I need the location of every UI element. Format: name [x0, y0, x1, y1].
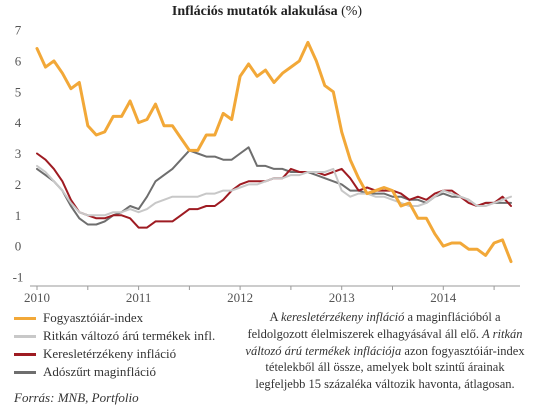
note-text: a maginflációból a feldolgozott élelmisz… — [247, 310, 501, 341]
x-tick-label: 2012 — [227, 290, 253, 305]
rarely-changing-prices-line — [36, 164, 512, 217]
legend-item-consumer-price-index: Fogyasztóiár-index — [14, 309, 238, 327]
legend-label: Adószűrt maginfláció — [43, 364, 156, 379]
y-tick-label: -1 — [13, 270, 24, 285]
legend-swatch — [14, 352, 36, 356]
chart-legend: Fogyasztóiár-index Ritkán változó árú te… — [14, 309, 238, 381]
legend-item-rarely-changing-prices: Ritkán változó árú termékek infl. — [14, 327, 238, 345]
source-note: Forrás: MNB, Portfolio — [14, 390, 139, 405]
x-tick-label: 2011 — [126, 290, 152, 305]
x-axis: 2010 2011 2012 2013 2014 — [24, 285, 520, 305]
x-tick-label: 2014 — [430, 290, 457, 305]
series-group — [35, 40, 513, 264]
note-term-demand-sensitive: keresletérzékeny infláció — [280, 310, 405, 324]
y-tick-label: 5 — [15, 84, 22, 99]
note-term-rarely-changing: A ritkán változó árú termékek inflációja — [245, 326, 523, 358]
consumer-price-index-line — [35, 40, 513, 264]
y-tick-label: 4 — [15, 115, 22, 130]
chart-title-text: Inflációs mutatók alakulása — [171, 4, 338, 19]
demand-sensitive-inflation-line — [36, 152, 512, 229]
y-tick-label: 0 — [15, 239, 22, 254]
y-tick-label: 2 — [15, 177, 22, 192]
legend-swatch — [14, 370, 36, 374]
legend-item-tax-adjusted-core-inflation: Adószűrt maginfláció — [14, 363, 238, 381]
y-axis: 7 6 5 4 3 2 1 0 -1 — [13, 23, 24, 285]
legend-label: Ritkán változó árú termékek infl. — [43, 328, 216, 343]
x-tick-label: 2013 — [329, 290, 355, 305]
note-text: azon fogyasztóiár-index tételekből áll ö… — [255, 343, 525, 392]
y-tick-label: 3 — [15, 146, 22, 161]
legend-item-demand-sensitive-inflation: Keresletérzékeny infláció — [14, 345, 238, 363]
y-tick-label: 7 — [15, 23, 22, 38]
chart-title: Inflációs mutatók alakulása (%) — [0, 3, 534, 21]
y-tick-label: 1 — [15, 208, 22, 223]
tax-adjusted-core-inflation-line — [36, 146, 512, 226]
legend-label: Keresletérzékeny infláció — [43, 346, 177, 361]
legend-label: Fogyasztóiár-index — [43, 310, 144, 325]
methodology-note: A keresletérzékeny infláció a maginfláci… — [240, 309, 530, 393]
legend-swatch — [14, 334, 36, 338]
legend-swatch — [14, 316, 36, 320]
x-tick-label: 2010 — [24, 290, 50, 305]
chart-title-unit: (%) — [341, 4, 363, 19]
y-tick-label: 6 — [15, 53, 22, 68]
note-text: A — [269, 310, 278, 324]
